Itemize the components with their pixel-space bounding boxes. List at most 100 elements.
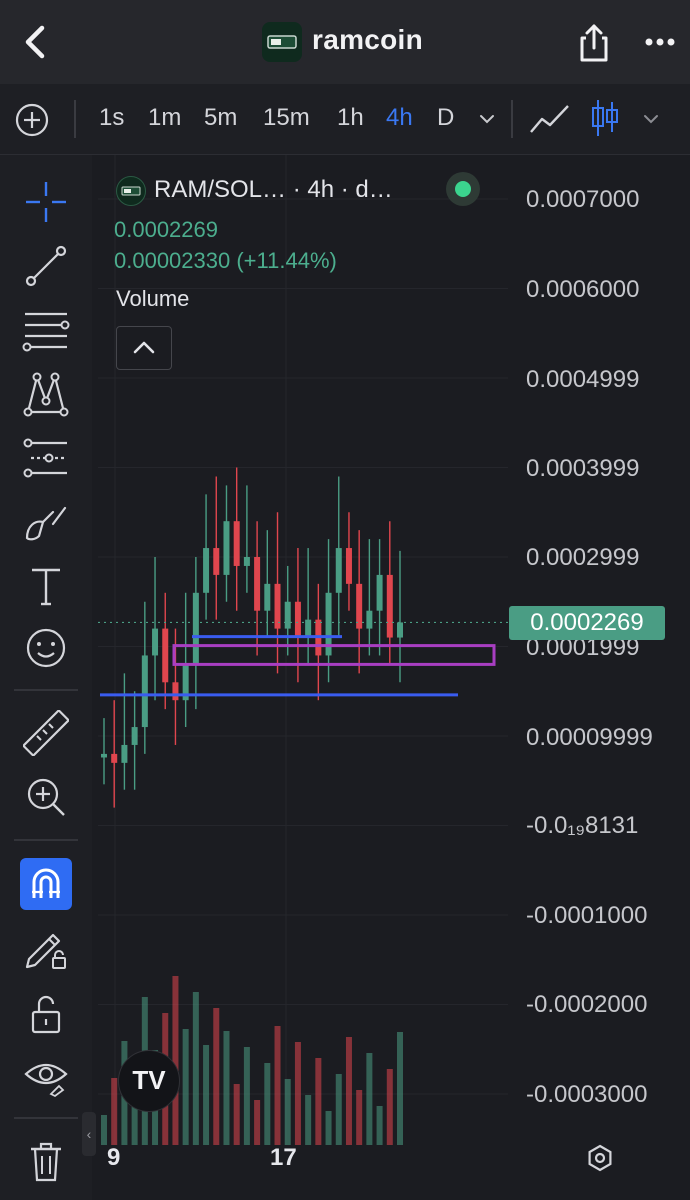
candle-body [397, 622, 403, 638]
price-axis-label: 0.00009999 [526, 724, 653, 751]
legend-change: 0.00002330 (+11.44%) [114, 248, 337, 273]
add-symbol-icon[interactable] [14, 102, 50, 138]
candle-body [162, 628, 169, 683]
trend-line-icon[interactable] [20, 240, 72, 292]
candle-body [131, 727, 138, 745]
chart-settings-icon[interactable] [586, 1144, 614, 1172]
candle-body [233, 521, 240, 566]
price-axis-label: 0.0003999 [526, 455, 640, 482]
pattern-icon[interactable] [20, 368, 72, 420]
volume-bar [243, 1047, 250, 1145]
candle-body [345, 548, 352, 584]
volume-bar [366, 1053, 373, 1145]
symbol-title[interactable]: RAM/SOL… · 4h · d… [154, 176, 393, 203]
volume-bar [274, 1026, 281, 1145]
volume-bar [254, 1100, 261, 1145]
candle-body [294, 601, 301, 638]
volume-bar [325, 1111, 332, 1145]
line-chart-icon[interactable] [528, 102, 572, 136]
ruler-icon[interactable] [20, 707, 72, 759]
emoji-icon[interactable] [20, 622, 72, 674]
fib-levels-icon[interactable] [20, 304, 72, 356]
chart-pane[interactable] [98, 155, 690, 1200]
price-axis-label: 0.0006000 [526, 276, 640, 303]
volume-bar [335, 1074, 342, 1145]
candle-body [335, 548, 342, 593]
timeframe-d[interactable]: D [437, 104, 455, 131]
timeframe-5m[interactable]: 5m [204, 104, 238, 131]
top-bar: ramcoin [0, 0, 690, 84]
chevron-left-icon[interactable] [18, 22, 54, 62]
candle-body [192, 592, 199, 665]
time-axis-label: 9 [107, 1144, 121, 1171]
candle-body [386, 574, 393, 638]
candle-body [152, 628, 159, 656]
unlock-icon[interactable] [20, 988, 72, 1040]
timeframe-1h[interactable]: 1h [337, 104, 364, 131]
volume-bar [223, 1031, 230, 1145]
volume-bar [233, 1084, 240, 1145]
volume-bar [345, 1037, 352, 1145]
volume-bar [111, 1078, 118, 1145]
chevron-down-icon[interactable] [642, 110, 660, 128]
volume-bar [172, 976, 179, 1145]
magnet-icon[interactable] [20, 858, 72, 910]
time-axis-label: 17 [270, 1144, 297, 1171]
volume-bar [192, 992, 199, 1145]
candle-body [182, 664, 189, 701]
ellipsis-icon[interactable] [642, 28, 678, 56]
volume-bar [213, 1008, 220, 1145]
lock-drawing-icon[interactable] [20, 922, 72, 974]
toolbar-divider [511, 100, 513, 138]
price-axis-label: 0.0002999 [526, 544, 640, 571]
timeframe-1m[interactable]: 1m [148, 104, 182, 131]
legend-collapse-button[interactable] [116, 326, 172, 370]
volume-bar [203, 1045, 210, 1145]
candle-body [141, 655, 148, 728]
volume-bar [315, 1058, 322, 1145]
volume-label: Volume [116, 286, 190, 311]
tradingview-logo[interactable]: TV [118, 1050, 180, 1112]
app-logo [262, 22, 302, 62]
projection-icon[interactable] [20, 432, 72, 484]
candle-body [223, 521, 230, 575]
price-axis-label: -0.0003000 [526, 1081, 648, 1108]
timeframe-4h[interactable]: 4h [386, 104, 413, 131]
brush-icon[interactable] [20, 496, 72, 548]
candle-body [203, 548, 210, 593]
tool-divider [14, 1117, 78, 1119]
price-axis-label: -0.0002000 [526, 991, 648, 1018]
trash-icon[interactable] [20, 1136, 72, 1188]
chevron-up-icon [133, 341, 155, 354]
support-zone [172, 644, 496, 666]
legend-last-price: 0.0002269 [114, 217, 218, 242]
symbol-logo [116, 176, 146, 206]
volume-bar [182, 1029, 189, 1145]
volume-bar [386, 1069, 393, 1145]
volume-bar [305, 1095, 312, 1145]
timeframe-1s[interactable]: 1s [99, 104, 125, 131]
zoom-in-icon[interactable] [20, 771, 72, 823]
candle-body [366, 610, 373, 629]
volume-bar [294, 1042, 301, 1145]
volume-bar [101, 1115, 107, 1145]
timeframe-15m[interactable]: 15m [263, 104, 310, 131]
volume-bar [264, 1063, 271, 1145]
candlestick-icon[interactable] [590, 98, 620, 138]
price-axis-label: -0.0001000 [526, 902, 648, 929]
chevron-down-icon[interactable] [478, 110, 496, 128]
candle-body [305, 619, 312, 638]
price-axis-label: 0.0004999 [526, 366, 640, 393]
drawing-toolbar [0, 155, 92, 1200]
candle-body [274, 583, 281, 629]
chart-toolbar: 1s 1m 5m 15m 1h 4h D [0, 84, 690, 155]
tool-divider [14, 689, 78, 691]
eye-icon[interactable] [20, 1050, 72, 1102]
text-icon[interactable] [20, 560, 72, 612]
toolbar-divider [74, 100, 76, 138]
share-icon[interactable] [576, 22, 612, 64]
candle-body [356, 583, 363, 629]
volume-bar [356, 1090, 363, 1145]
sidebar-collapse-tab[interactable]: ‹ [82, 1112, 96, 1156]
crosshair-icon[interactable] [20, 176, 72, 228]
